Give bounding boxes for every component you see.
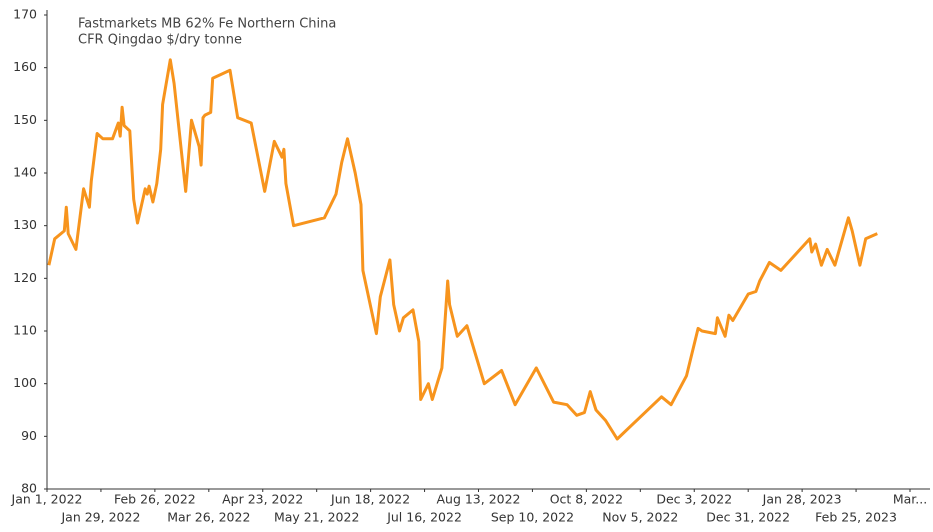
y-tick-label: 80 <box>21 481 37 496</box>
chart-subtitle: CFR Qingdao $/dry tonne <box>78 33 242 48</box>
y-tick-label: 90 <box>21 428 37 443</box>
x-tick-label: May 21, 2022 <box>274 510 359 525</box>
y-tick-label: 150 <box>13 112 37 127</box>
data-line <box>47 58 878 441</box>
x-tick-label: Dec 31, 2022 <box>706 510 790 525</box>
x-tick-label: Aug 13, 2022 <box>436 492 520 507</box>
x-tick-label: Dec 3, 2022 <box>656 492 732 507</box>
x-tick-label: Mar... <box>893 492 927 507</box>
y-tick-label: 130 <box>13 217 37 232</box>
y-tick-label: 170 <box>13 7 37 22</box>
x-tick-label: Jun 18, 2022 <box>330 492 410 507</box>
x-tick-label: Feb 25, 2023 <box>815 510 897 525</box>
x-tick-label: Jan 1, 2022 <box>11 492 83 507</box>
x-tick-label: Jan 28, 2023 <box>762 492 842 507</box>
y-tick-label: 160 <box>13 59 37 74</box>
x-tick-label: Jan 29, 2022 <box>60 510 140 525</box>
x-tick-label: Jul 16, 2022 <box>386 510 462 525</box>
x-tick-label: Feb 26, 2022 <box>114 492 196 507</box>
x-tick-label: Mar 26, 2022 <box>167 510 250 525</box>
x-tick-label: Sep 10, 2022 <box>491 510 574 525</box>
y-tick-label: 100 <box>13 375 37 390</box>
y-tick-label: 140 <box>13 165 37 180</box>
x-tick-label: Oct 8, 2022 <box>550 492 623 507</box>
y-tick-label: 120 <box>13 270 37 285</box>
x-tick-label: Nov 5, 2022 <box>602 510 678 525</box>
chart-title: Fastmarkets MB 62% Fe Northern China <box>78 17 336 32</box>
y-tick-label: 110 <box>13 323 37 338</box>
x-tick-label: Apr 23, 2022 <box>222 492 303 507</box>
